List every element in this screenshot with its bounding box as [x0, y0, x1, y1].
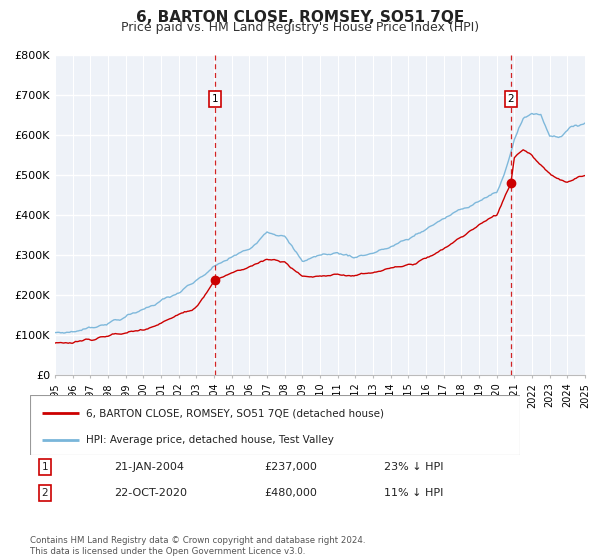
- Text: 11% ↓ HPI: 11% ↓ HPI: [384, 488, 443, 498]
- Text: 6, BARTON CLOSE, ROMSEY, SO51 7QE (detached house): 6, BARTON CLOSE, ROMSEY, SO51 7QE (detac…: [86, 408, 385, 418]
- Text: £480,000: £480,000: [264, 488, 317, 498]
- Text: Price paid vs. HM Land Registry's House Price Index (HPI): Price paid vs. HM Land Registry's House …: [121, 21, 479, 34]
- Text: 23% ↓ HPI: 23% ↓ HPI: [384, 462, 443, 472]
- FancyBboxPatch shape: [30, 395, 520, 455]
- Text: 22-OCT-2020: 22-OCT-2020: [114, 488, 187, 498]
- Text: 2: 2: [41, 488, 49, 498]
- Text: 1: 1: [212, 94, 218, 104]
- Text: Contains HM Land Registry data © Crown copyright and database right 2024.
This d: Contains HM Land Registry data © Crown c…: [30, 536, 365, 556]
- Text: £237,000: £237,000: [264, 462, 317, 472]
- Text: 1: 1: [41, 462, 49, 472]
- Text: 21-JAN-2004: 21-JAN-2004: [114, 462, 184, 472]
- Text: 2: 2: [508, 94, 514, 104]
- Text: HPI: Average price, detached house, Test Valley: HPI: Average price, detached house, Test…: [86, 435, 334, 445]
- Text: 6, BARTON CLOSE, ROMSEY, SO51 7QE: 6, BARTON CLOSE, ROMSEY, SO51 7QE: [136, 10, 464, 25]
